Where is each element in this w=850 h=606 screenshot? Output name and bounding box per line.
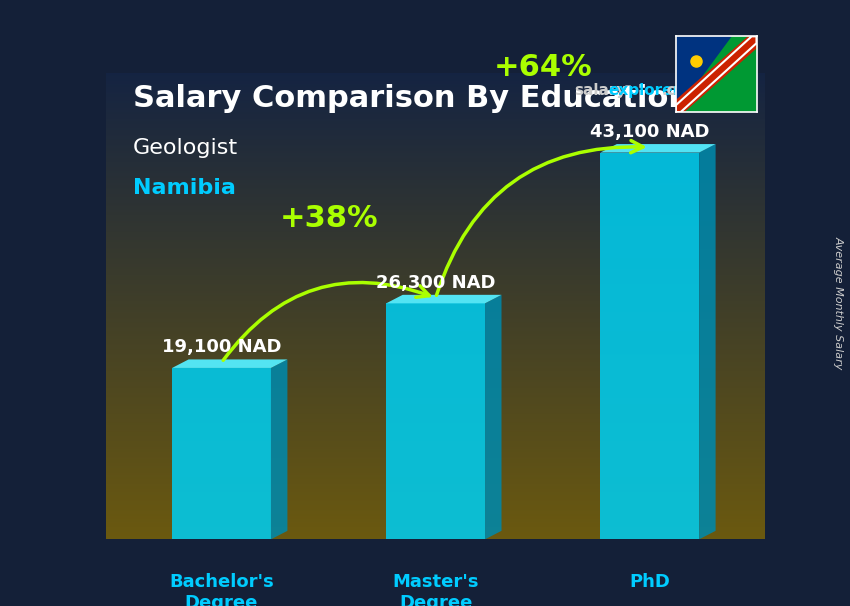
Polygon shape: [386, 304, 485, 539]
Polygon shape: [699, 144, 716, 539]
Text: 43,100 NAD: 43,100 NAD: [590, 123, 710, 141]
Text: PhD: PhD: [629, 573, 670, 591]
Text: salary: salary: [574, 83, 626, 98]
Text: Salary Comparison By Education: Salary Comparison By Education: [133, 84, 689, 113]
Polygon shape: [600, 153, 699, 539]
Polygon shape: [271, 359, 287, 539]
Text: 19,100 NAD: 19,100 NAD: [162, 338, 281, 356]
Text: Average Monthly Salary: Average Monthly Salary: [833, 236, 843, 370]
Text: explorer: explorer: [609, 83, 680, 98]
Polygon shape: [600, 144, 716, 153]
Polygon shape: [386, 295, 502, 304]
Text: Namibia: Namibia: [133, 178, 235, 198]
Text: +38%: +38%: [280, 204, 378, 233]
Polygon shape: [172, 359, 287, 368]
Polygon shape: [172, 368, 271, 539]
Polygon shape: [676, 36, 732, 112]
Text: Bachelor's
Degree: Bachelor's Degree: [169, 573, 274, 606]
Text: 26,300 NAD: 26,300 NAD: [376, 274, 496, 291]
Text: .com: .com: [661, 83, 702, 98]
Polygon shape: [676, 36, 756, 112]
Polygon shape: [676, 36, 756, 112]
Text: +64%: +64%: [493, 53, 592, 82]
Polygon shape: [485, 295, 502, 539]
Text: Master's
Degree: Master's Degree: [393, 573, 479, 606]
Text: Geologist: Geologist: [133, 138, 238, 158]
